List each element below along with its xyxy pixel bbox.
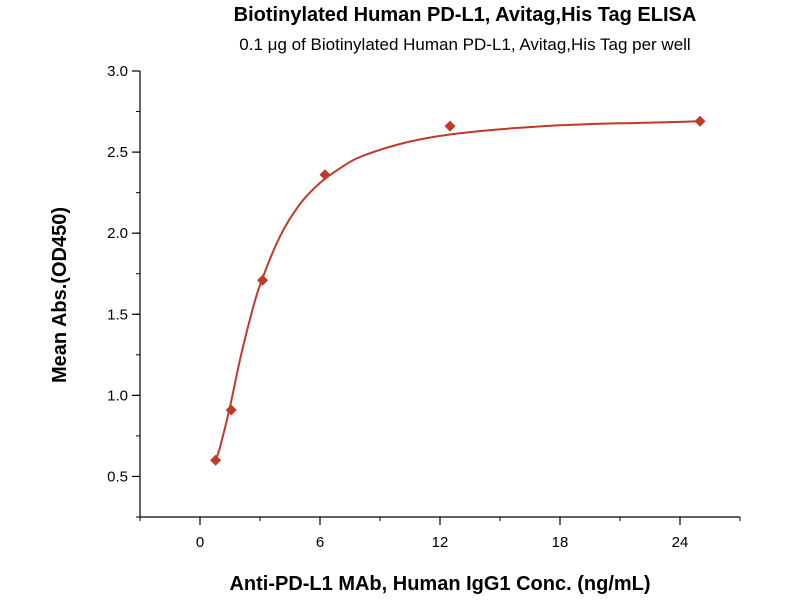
y-tick-label: 1.5 (107, 306, 128, 323)
fit-curve-line (214, 120, 701, 461)
x-axis-title: Anti-PD-L1 MAb, Human IgG1 Conc. (ng/mL) (229, 573, 650, 595)
x-tick-label: 18 (552, 534, 569, 551)
data-point (257, 274, 269, 286)
data-point (225, 404, 237, 416)
y-tick-label: 3.0 (107, 63, 128, 80)
x-tick-label: 12 (432, 534, 449, 551)
chart-title: Biotinylated Human PD-L1, Avitag,His Tag… (233, 4, 697, 26)
x-tick-label: 24 (672, 534, 689, 551)
data-point (694, 115, 706, 127)
data-point (444, 120, 456, 132)
x-tick-label: 6 (316, 534, 324, 551)
axes: 0.5 1.0 1.5 2.0 2.5 3.0 0 6 12 18 24 (107, 63, 741, 551)
y-tick-label: 0.5 (107, 468, 128, 485)
y-tick-label: 2.0 (107, 225, 128, 242)
x-tick-label: 0 (196, 534, 204, 551)
data-point (319, 169, 331, 181)
data-point (210, 454, 222, 466)
y-axis-title: Mean Abs.(OD450) (49, 207, 71, 383)
fit-curve-group (214, 120, 701, 461)
data-points (210, 115, 706, 466)
y-tick-label: 2.5 (107, 144, 128, 161)
chart-subtitle: 0.1 μg of Biotinylated Human PD-L1, Avit… (239, 35, 691, 54)
y-tick-label: 1.0 (107, 387, 128, 404)
